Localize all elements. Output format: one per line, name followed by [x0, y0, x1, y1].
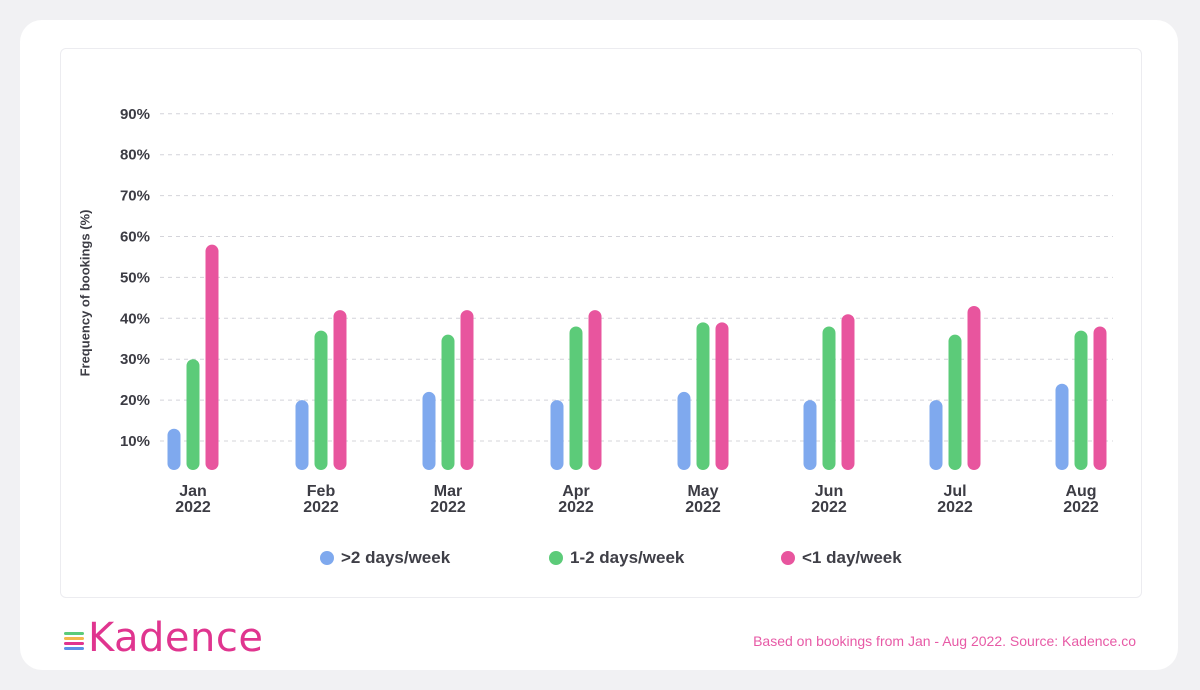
bar: [422, 391, 436, 470]
y-tick-label: 40%: [120, 310, 150, 327]
legend-label: >2 days/week: [341, 548, 451, 567]
legend-dot-icon: [320, 551, 334, 565]
y-tick-label: 80%: [120, 147, 150, 164]
y-tick-label: 50%: [120, 269, 150, 286]
x-tick-label: Mar: [434, 483, 462, 500]
x-tick-label: Jul: [943, 483, 966, 500]
legend-item-gt2[interactable]: >2 days/week: [320, 548, 450, 568]
x-tick-label: 2022: [430, 499, 466, 516]
bar: [460, 310, 474, 470]
x-tick-label: Apr: [562, 483, 590, 500]
bar: [803, 400, 817, 470]
x-tick-label: Aug: [1065, 483, 1096, 500]
bar: [822, 326, 836, 470]
bar: [569, 326, 583, 470]
bar: [929, 400, 943, 470]
x-tick-label: Feb: [307, 483, 336, 500]
y-tick-label: 60%: [120, 229, 150, 246]
legend-label: 1-2 days/week: [570, 548, 685, 567]
bar: [333, 310, 347, 470]
legend-dot-icon: [549, 551, 563, 565]
y-tick-label: 90%: [120, 106, 150, 123]
kadence-logo[interactable]: Kadence: [62, 616, 264, 660]
bar: [677, 391, 691, 470]
x-tick-label: May: [687, 483, 718, 500]
bar: [696, 322, 710, 470]
x-tick-label: 2022: [1063, 499, 1099, 516]
x-tick-label: Jun: [815, 483, 843, 500]
kadence-lines-icon: [64, 632, 84, 650]
x-tick-label: 2022: [937, 499, 973, 516]
bar: [841, 314, 855, 470]
bar: [167, 428, 181, 470]
y-tick-label: 10%: [120, 433, 150, 450]
y-tick-label: 70%: [120, 188, 150, 205]
legend: >2 days/week 1-2 days/week <1 day/week: [0, 548, 1200, 574]
x-tick-label: Jan: [179, 483, 207, 500]
x-tick-label: 2022: [685, 499, 721, 516]
bar: [1093, 326, 1107, 470]
source-footnote: Based on bookings from Jan - Aug 2022. S…: [753, 633, 1136, 649]
bar: [948, 334, 962, 470]
bar: [205, 244, 219, 470]
y-axis-title: Frequency of bookings (%): [77, 209, 93, 377]
brand-name: Kadence: [88, 615, 264, 661]
y-tick-label: 20%: [120, 392, 150, 409]
y-tick-label: 30%: [120, 351, 150, 368]
bar: [588, 310, 602, 470]
legend-item-lt1[interactable]: <1 day/week: [781, 548, 902, 568]
bar: [186, 359, 200, 470]
bar: [314, 330, 328, 470]
x-tick-label: 2022: [175, 499, 211, 516]
x-tick-label: 2022: [558, 499, 594, 516]
bar: [967, 306, 981, 470]
legend-item-1to2[interactable]: 1-2 days/week: [549, 548, 684, 568]
legend-dot-icon: [781, 551, 795, 565]
bar: [441, 334, 455, 470]
x-tick-label: 2022: [811, 499, 847, 516]
bar: [1055, 383, 1069, 470]
bar: [1074, 330, 1088, 470]
bar: [715, 322, 729, 470]
bar: [550, 400, 564, 470]
bar: [295, 400, 309, 470]
x-tick-label: 2022: [303, 499, 339, 516]
legend-label: <1 day/week: [802, 548, 902, 567]
